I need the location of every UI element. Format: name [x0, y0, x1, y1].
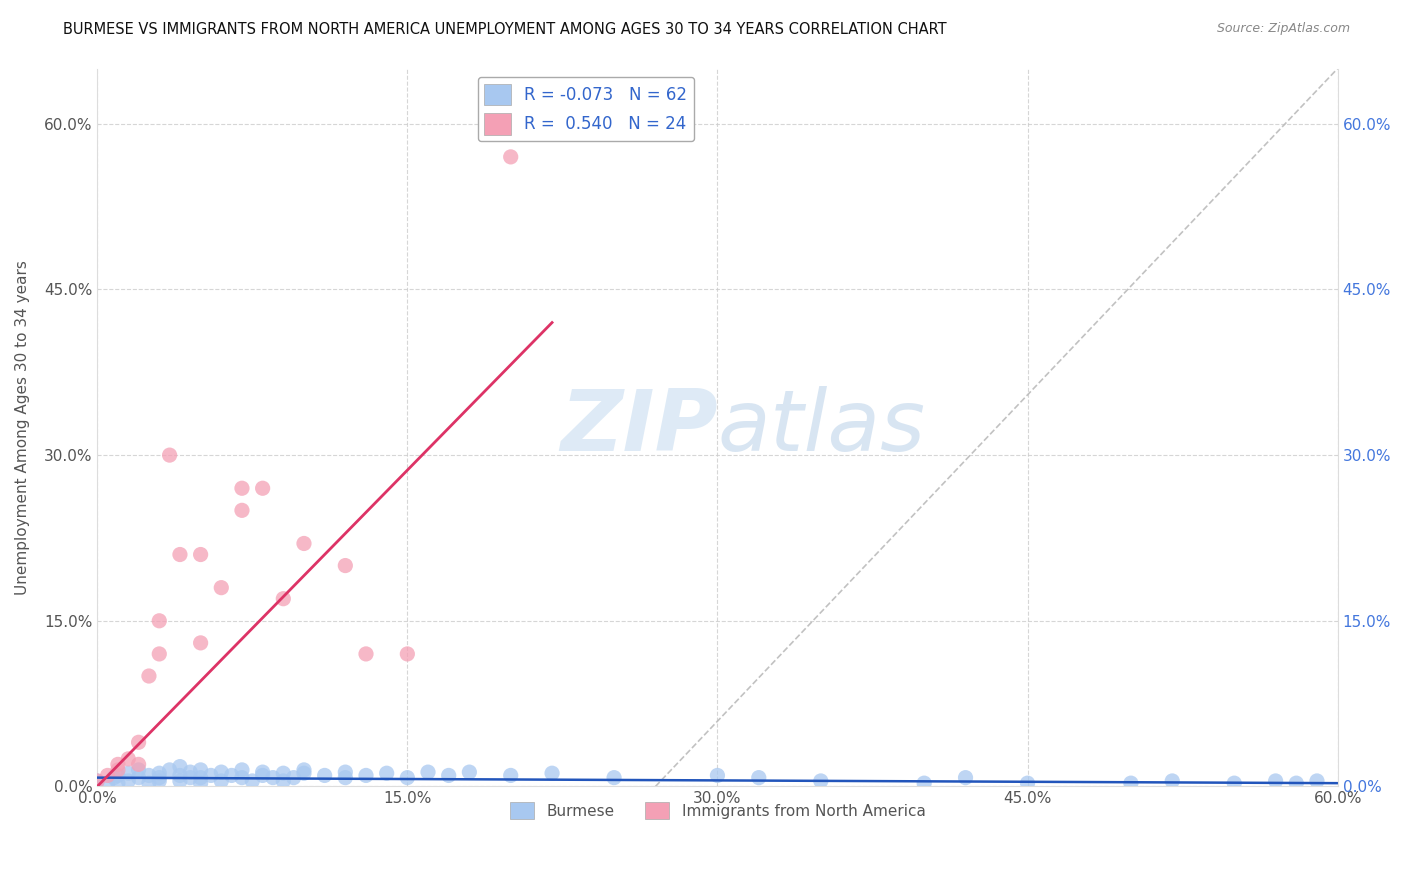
Point — [107, 768, 129, 782]
Point — [335, 771, 357, 785]
Point — [1264, 774, 1286, 789]
Point — [190, 776, 212, 790]
Point — [138, 669, 160, 683]
Point — [209, 581, 232, 595]
Y-axis label: Unemployment Among Ages 30 to 34 years: Unemployment Among Ages 30 to 34 years — [15, 260, 30, 595]
Point — [169, 768, 191, 782]
Point — [190, 763, 212, 777]
Point — [138, 776, 160, 790]
Point — [1161, 774, 1184, 789]
Point — [396, 647, 419, 661]
Point — [262, 771, 284, 785]
Point — [458, 765, 481, 780]
Point — [955, 771, 977, 785]
Point — [128, 735, 150, 749]
Point — [128, 757, 150, 772]
Point — [148, 647, 170, 661]
Point — [107, 776, 129, 790]
Point — [810, 774, 832, 789]
Point — [190, 548, 212, 562]
Point — [1017, 776, 1039, 790]
Point — [499, 768, 522, 782]
Point — [148, 614, 170, 628]
Point — [148, 771, 170, 785]
Point — [314, 768, 336, 782]
Point — [107, 757, 129, 772]
Point — [706, 768, 728, 782]
Point — [128, 771, 150, 785]
Point — [335, 765, 357, 780]
Point — [912, 776, 935, 790]
Point — [292, 536, 315, 550]
Point — [97, 777, 120, 791]
Point — [252, 765, 274, 780]
Point — [103, 771, 125, 785]
Point — [179, 765, 201, 780]
Text: BURMESE VS IMMIGRANTS FROM NORTH AMERICA UNEMPLOYMENT AMONG AGES 30 TO 34 YEARS : BURMESE VS IMMIGRANTS FROM NORTH AMERICA… — [63, 22, 946, 37]
Point — [437, 768, 460, 782]
Point — [396, 771, 419, 785]
Point — [748, 771, 770, 785]
Point — [231, 503, 253, 517]
Point — [375, 766, 398, 780]
Point — [271, 591, 294, 606]
Point — [1119, 776, 1142, 790]
Point — [603, 771, 626, 785]
Point — [148, 774, 170, 789]
Point — [117, 774, 139, 789]
Point — [231, 763, 253, 777]
Point — [541, 766, 564, 780]
Point — [221, 768, 243, 782]
Point — [1306, 774, 1329, 789]
Point — [209, 765, 232, 780]
Point — [354, 768, 377, 782]
Text: Source: ZipAtlas.com: Source: ZipAtlas.com — [1216, 22, 1350, 36]
Text: ZIP: ZIP — [560, 386, 717, 469]
Point — [335, 558, 357, 573]
Point — [86, 774, 108, 789]
Point — [231, 771, 253, 785]
Point — [190, 636, 212, 650]
Point — [292, 763, 315, 777]
Legend: Burmese, Immigrants from North America: Burmese, Immigrants from North America — [503, 796, 932, 825]
Point — [159, 763, 181, 777]
Point — [159, 448, 181, 462]
Point — [148, 766, 170, 780]
Point — [190, 771, 212, 785]
Point — [240, 774, 263, 789]
Point — [416, 765, 439, 780]
Point — [169, 759, 191, 773]
Point — [499, 150, 522, 164]
Point — [1285, 776, 1308, 790]
Point — [128, 763, 150, 777]
Point — [271, 774, 294, 789]
Point — [209, 774, 232, 789]
Point — [179, 771, 201, 785]
Point — [292, 766, 315, 780]
Point — [252, 768, 274, 782]
Point — [86, 774, 108, 789]
Point — [200, 768, 222, 782]
Point — [117, 752, 139, 766]
Point — [169, 774, 191, 789]
Point — [107, 763, 129, 777]
Point — [97, 768, 120, 782]
Text: atlas: atlas — [717, 386, 925, 469]
Point — [169, 548, 191, 562]
Point — [354, 647, 377, 661]
Point — [1223, 776, 1246, 790]
Point — [271, 766, 294, 780]
Point — [231, 481, 253, 495]
Point — [138, 768, 160, 782]
Point — [283, 771, 305, 785]
Point — [117, 766, 139, 780]
Point — [252, 481, 274, 495]
